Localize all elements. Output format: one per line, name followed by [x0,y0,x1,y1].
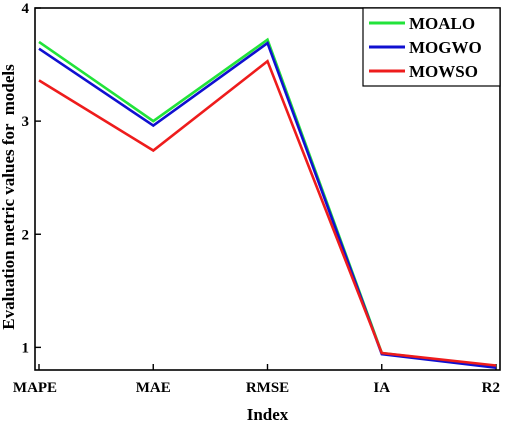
y-tick-label: 1 [22,340,30,356]
series-layer [38,37,497,369]
x-tick-label: IA [373,380,390,396]
series-line-mogwo [38,41,497,369]
y-tick-label: 4 [22,1,30,17]
y-axis-ticks: 1 2 3 4 [22,1,41,356]
x-tick-label: MAE [136,380,171,396]
series-line-moalo [38,37,497,368]
y-tick-label: 2 [22,227,30,243]
x-tick-label: R2 [482,380,500,396]
legend-box [362,7,501,87]
x-tick-label: RMSE [246,380,289,396]
series-line-mowso [38,59,497,367]
legend-label: MOGWO [409,38,482,57]
legend-label: MOWSO [409,62,478,81]
legend-label: MOALO [409,14,475,33]
y-tick-label: 3 [22,114,30,130]
x-axis-title: Index [247,405,289,424]
legend: MOALO MOGWO MOWSO [362,7,501,87]
y-axis-title: Evaluation metric values for models [0,64,18,330]
x-axis-ticks: MAPE MAE RMSE IA R2 [13,364,500,396]
x-tick-label: MAPE [13,380,57,396]
